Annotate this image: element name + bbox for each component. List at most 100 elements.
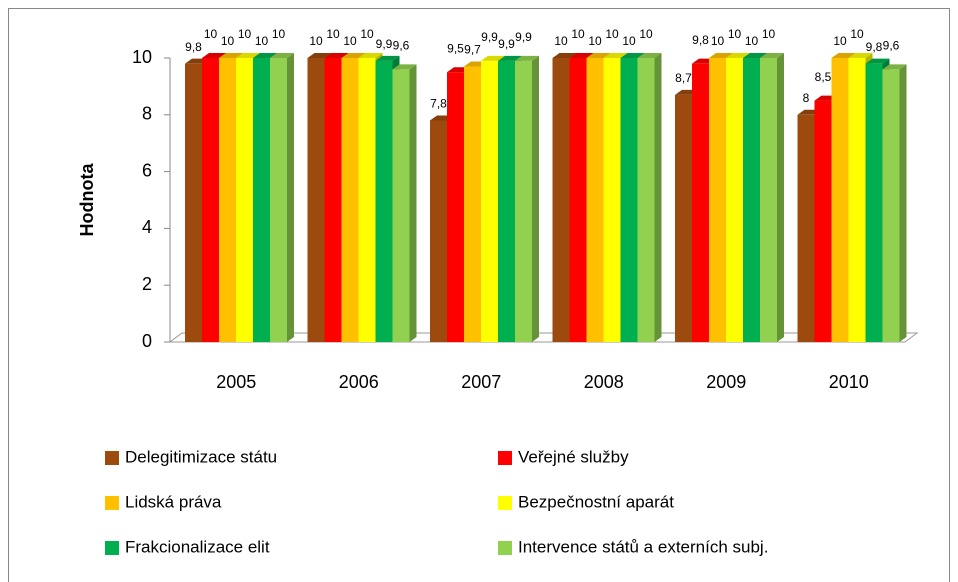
bar-side <box>287 53 294 342</box>
bar <box>253 58 270 342</box>
legend-swatch <box>105 451 119 465</box>
bar <box>307 58 325 342</box>
value-label: 9,8 <box>866 40 883 54</box>
value-label: 10 <box>605 27 619 41</box>
bar <box>358 58 376 342</box>
bar-top <box>358 53 383 58</box>
bar-top <box>324 53 349 58</box>
bar-top <box>481 55 505 61</box>
value-label: 10 <box>571 27 585 41</box>
bar-top <box>392 64 417 70</box>
x-tick-label: 2010 <box>829 372 869 392</box>
value-label: 10 <box>221 34 235 48</box>
value-label: 7,8 <box>430 97 447 111</box>
bar-side <box>777 53 784 342</box>
bar-top <box>743 53 767 58</box>
legend-swatch <box>498 496 512 510</box>
bar <box>692 63 709 343</box>
bar <box>236 58 253 342</box>
value-label: 9,6 <box>883 39 900 53</box>
bar-top <box>202 53 226 58</box>
value-label: 9,9 <box>376 37 393 51</box>
value-label: 10 <box>833 34 847 48</box>
legend-label: Delegitimizace státu <box>125 447 277 466</box>
value-label: 10 <box>554 34 568 48</box>
x-tick-label: 2005 <box>216 372 256 392</box>
bar <box>464 66 481 343</box>
bar <box>831 58 849 342</box>
value-label: 8 <box>803 91 810 105</box>
legend-swatch <box>498 541 512 555</box>
bar <box>552 58 570 342</box>
legend-swatch <box>498 451 512 465</box>
value-label: 10 <box>850 27 864 41</box>
bar-top <box>637 53 662 58</box>
value-label: 9,7 <box>464 43 481 57</box>
bar-top <box>552 53 577 58</box>
bar <box>430 120 447 342</box>
bar <box>219 58 236 342</box>
bar <box>603 58 621 342</box>
bar <box>569 58 587 342</box>
bar-top <box>760 53 784 58</box>
value-label: 10 <box>622 34 636 48</box>
value-label: 10 <box>728 27 742 41</box>
value-label: 10 <box>238 27 252 41</box>
bar <box>882 69 900 343</box>
bar <box>726 58 743 342</box>
value-label: 8,7 <box>675 71 692 85</box>
bar-top <box>848 53 873 58</box>
value-label: 10 <box>360 27 374 41</box>
bar-top <box>375 55 400 61</box>
value-label: 10 <box>711 34 725 48</box>
value-label: 9,8 <box>692 33 709 47</box>
x-tick-label: 2006 <box>339 372 379 392</box>
bar <box>481 60 498 343</box>
bar-top <box>498 55 522 61</box>
bar-top <box>341 53 366 58</box>
value-label: 9,9 <box>515 30 532 44</box>
bar-top <box>603 53 628 58</box>
bar-top <box>236 53 260 58</box>
y-tick-label: 6 <box>142 160 152 180</box>
bar <box>760 58 777 342</box>
y-tick-label: 4 <box>142 217 152 237</box>
bar-top <box>515 55 539 61</box>
bar-top <box>831 53 856 58</box>
value-label: 10 <box>343 34 357 48</box>
bar <box>743 58 760 342</box>
y-tick-label: 2 <box>142 274 152 294</box>
value-label: 10 <box>588 34 602 48</box>
value-label: 10 <box>762 27 776 41</box>
value-label: 10 <box>309 34 323 48</box>
bar <box>498 60 515 343</box>
bar-side <box>654 53 662 342</box>
bar <box>515 60 532 343</box>
legend-label: Intervence států a externích subj. <box>518 537 768 556</box>
value-label: 9,9 <box>498 37 515 51</box>
y-axis-label: Hodnota <box>77 163 97 237</box>
value-label: 10 <box>326 27 340 41</box>
bar <box>620 58 638 342</box>
x-tick-label: 2007 <box>461 372 501 392</box>
value-label: 9,8 <box>185 40 202 54</box>
legend-label: Frakcionalizace elit <box>125 537 270 556</box>
bar <box>324 58 342 342</box>
bar-side <box>409 64 417 343</box>
bar-top <box>569 53 594 58</box>
bar <box>202 58 219 342</box>
bar-side <box>532 55 539 343</box>
legend-swatch <box>105 541 119 555</box>
bar-top <box>307 53 332 58</box>
y-tick-label: 8 <box>142 104 152 124</box>
bar <box>709 58 726 342</box>
value-label: 9,9 <box>481 30 498 44</box>
bar-top <box>270 53 294 58</box>
y-tick-label: 10 <box>132 47 152 67</box>
value-label: 9,6 <box>393 39 410 53</box>
bar <box>865 63 883 343</box>
value-label: 9,5 <box>447 41 464 55</box>
bar-top <box>586 53 611 58</box>
